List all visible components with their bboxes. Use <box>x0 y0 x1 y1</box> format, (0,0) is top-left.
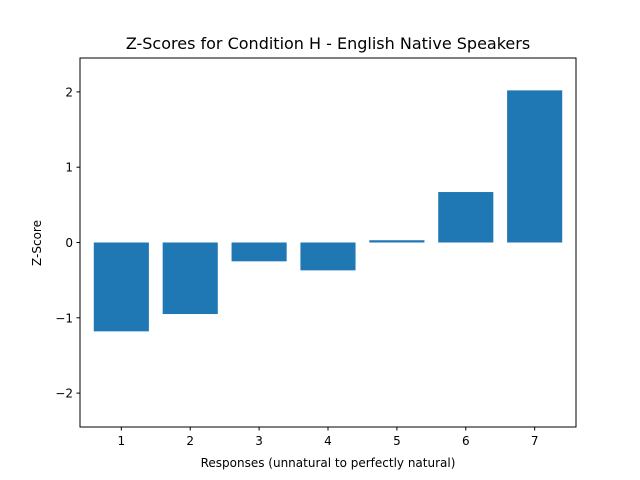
y-tick-label: −1 <box>55 311 73 325</box>
x-tick-label: 2 <box>186 434 194 448</box>
y-tick-label: 2 <box>65 85 73 99</box>
bar-4 <box>300 242 356 271</box>
x-axis: 1 2 3 4 5 6 7 <box>118 427 539 448</box>
x-tick-label: 3 <box>255 434 263 448</box>
bar-2 <box>162 242 218 315</box>
y-axis-label: Z-Score <box>30 220 44 266</box>
y-tick-label: 1 <box>65 161 73 175</box>
bars-group <box>93 90 563 332</box>
x-tick-label: 4 <box>324 434 332 448</box>
x-tick-label: 1 <box>118 434 126 448</box>
x-tick-label: 6 <box>462 434 470 448</box>
bar-1 <box>93 242 149 332</box>
bar-5 <box>369 240 425 243</box>
x-tick-label: 7 <box>531 434 539 448</box>
y-axis: −2 −1 0 1 2 <box>55 85 80 401</box>
bar-7 <box>507 90 563 243</box>
x-tick-label: 5 <box>393 434 401 448</box>
chart-title: Z-Scores for Condition H - English Nativ… <box>126 34 530 53</box>
bar-6 <box>438 192 494 243</box>
y-tick-label: 0 <box>65 236 73 250</box>
y-tick-label: −2 <box>55 387 73 401</box>
x-axis-label: Responses (unnatural to perfectly natura… <box>201 456 456 470</box>
bar-3 <box>231 242 287 262</box>
